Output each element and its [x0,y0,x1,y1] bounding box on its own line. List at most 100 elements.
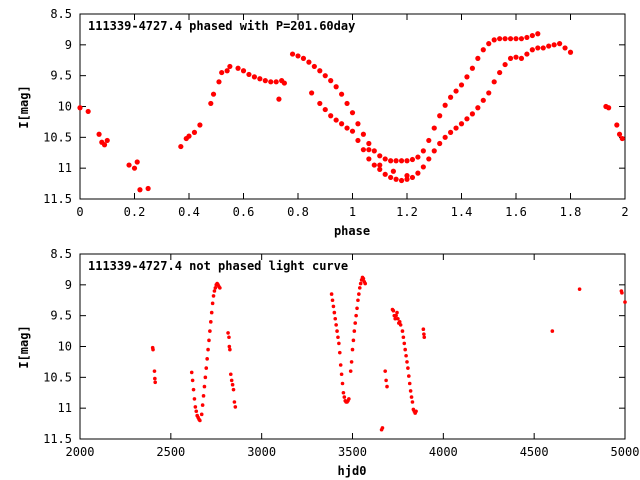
data-point-phased [300,55,307,62]
plot-frame-phased [79,13,626,200]
data-point-unphased [623,300,627,304]
y-tick-label-phased: 11.5 [43,192,72,206]
data-point-unphased [198,418,202,423]
data-point-unphased [329,292,334,296]
x-tick-label-phased: 0.2 [124,205,146,219]
data-point-unphased [203,375,208,380]
data-point-phased [458,121,465,127]
data-point-unphased [228,347,232,352]
data-point-unphased [352,329,357,333]
data-point-phased [309,90,315,96]
plot-frame-unphased [79,253,626,440]
data-point-phased [355,137,361,144]
data-point-phased [224,68,230,74]
y-tick-label-unphased: 10 [58,340,72,354]
y-tick-label-phased: 10 [58,100,72,114]
data-point-phased [567,49,574,55]
data-point-phased [458,82,465,88]
data-point-unphased [383,369,388,373]
chart-title-unphased: 111339-4727.4 not phased light curve [88,259,348,273]
data-point-unphased [332,310,337,315]
data-point-unphased [230,382,235,387]
data-point-phased [469,65,475,71]
data-point-phased [77,105,83,111]
data-point-phased [246,71,252,78]
data-point-phased [344,100,350,107]
data-point-unphased [407,381,412,386]
x-tick-label-unphased: 2500 [156,445,185,459]
x-tick-label-phased: 0.6 [233,205,255,219]
data-point-unphased [190,378,195,383]
data-point-unphased [421,327,426,332]
data-point-phased [491,37,497,43]
data-point-unphased [414,409,418,414]
data-point-unphased [331,304,336,309]
data-point-phased [382,156,388,162]
data-point-unphased [151,347,155,352]
data-point-unphased [354,313,358,318]
data-point-phased [480,97,486,103]
data-point-phased [126,162,132,168]
data-point-phased [420,148,426,154]
data-point-phased [535,45,541,51]
data-point-phased [529,47,535,53]
data-point-phased [398,158,405,164]
data-point-unphased [356,298,360,303]
data-point-phased [339,91,345,97]
x-tick-label-unphased: 2000 [66,445,95,459]
data-point-unphased [391,308,396,313]
data-point-unphased [395,310,399,315]
data-point-phased [328,113,334,119]
x-axis-label-unphased: hjd0 [338,464,367,478]
x-tick-label-phased: 0.8 [287,205,309,219]
data-point-phased [104,137,110,144]
data-point-phased [240,68,247,74]
data-point-phased [191,129,198,135]
data-point-phased [606,105,612,111]
data-point-phased [366,140,372,147]
x-axis-label-phased: phase [334,224,370,238]
data-point-unphased [341,390,346,395]
data-point-phased [281,80,287,86]
data-point-unphased [396,316,400,321]
data-points-phased [77,31,625,193]
data-point-unphased [357,286,362,290]
data-point-unphased [226,331,230,335]
data-point-unphased [338,363,343,367]
data-point-phased [409,156,416,163]
data-point-unphased [199,412,204,417]
data-point-unphased [406,366,410,370]
y-tick-label-phased: 9 [65,38,72,52]
data-point-unphased [194,409,199,414]
data-point-unphased [355,306,359,311]
data-point-unphased [211,294,216,298]
data-point-phased [328,78,334,84]
data-point-phased [371,162,377,168]
data-point-phased [339,121,345,127]
data-point-phased [442,134,448,140]
data-point-unphased [384,378,388,383]
data-point-phased [398,177,405,184]
data-point-phased [273,79,279,85]
data-point-unphased [204,366,209,370]
data-point-phased [268,79,274,85]
data-point-phased [507,36,514,42]
data-point-unphased [152,369,157,373]
data-point-unphased [577,287,582,291]
data-point-unphased [202,384,207,389]
data-point-phased [469,111,475,117]
data-point-phased [437,140,443,147]
x-tick-label-phased: 1.4 [451,205,473,219]
x-tick-label-phased: 1 [349,205,356,219]
y-tick-label-phased: 8.5 [50,7,72,21]
data-point-phased [486,90,492,96]
data-point-phased [178,143,184,150]
data-point-phased [453,125,459,131]
data-point-unphased [347,397,351,401]
data-point-unphased [212,289,217,293]
data-point-phased [546,43,552,49]
data-point-phased [502,36,508,42]
x-tick-label-phased: 2 [621,205,628,219]
data-point-unphased [335,329,339,333]
data-point-unphased [400,329,405,333]
